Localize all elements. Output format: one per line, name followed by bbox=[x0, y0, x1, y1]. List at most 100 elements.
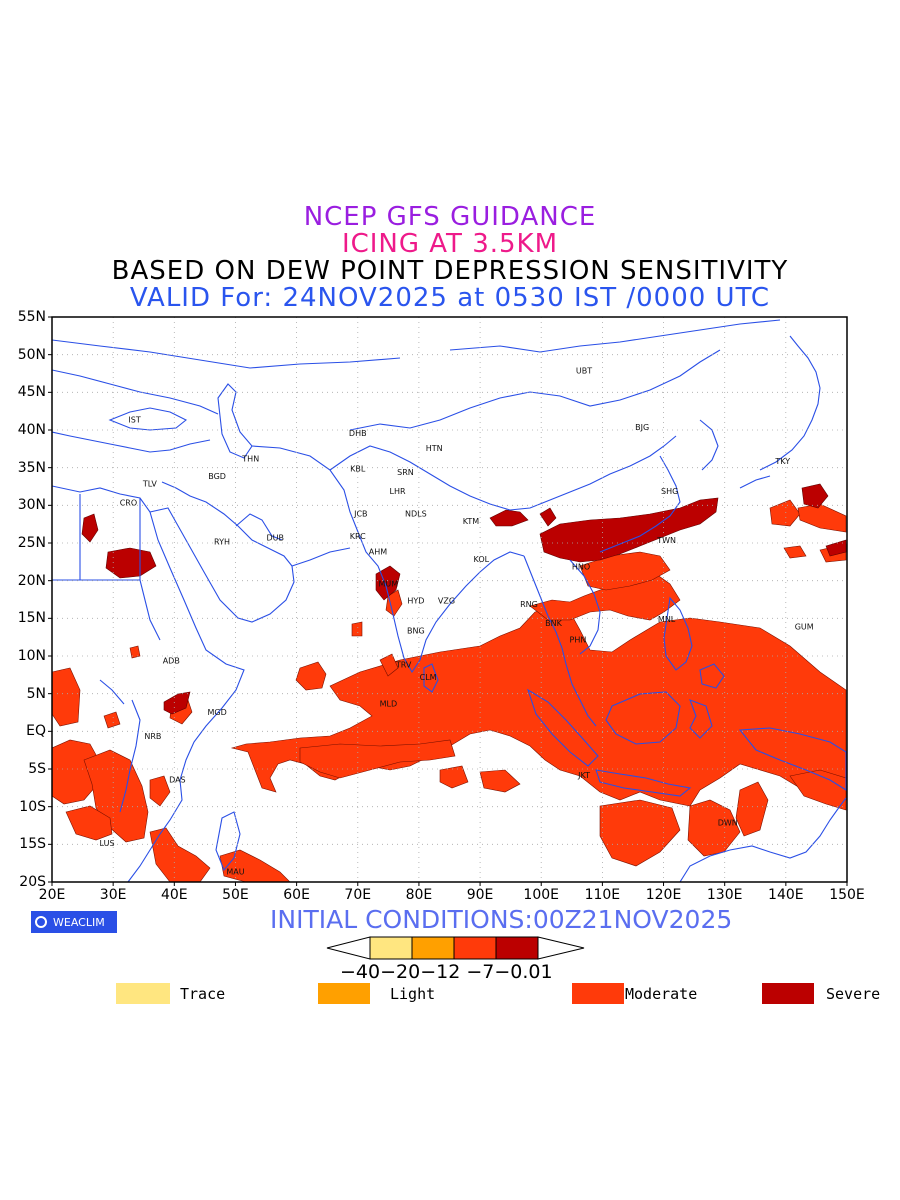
legend-label-moderate: Moderate bbox=[625, 985, 698, 1003]
city-label-krc: KRC bbox=[350, 532, 366, 541]
lat-label: EQ bbox=[26, 723, 46, 740]
axis-ticks bbox=[48, 316, 848, 886]
city-label-thn: THN bbox=[241, 455, 259, 464]
city-label-lhr: LHR bbox=[390, 487, 406, 496]
legend-swatch-moderate bbox=[572, 983, 624, 1004]
city-label-mld: MLD bbox=[380, 699, 398, 708]
colorbar-swatch-light bbox=[411, 936, 455, 960]
city-label-cro: CRO bbox=[120, 498, 137, 507]
city-label-ahm: AHM bbox=[369, 547, 387, 556]
lat-label: 30N bbox=[17, 497, 46, 514]
city-label-ndls: NDLS bbox=[405, 510, 427, 519]
city-label-das: DAS bbox=[169, 776, 186, 785]
city-label-bnk: BNK bbox=[545, 619, 562, 628]
city-label-tlv: TLV bbox=[142, 480, 157, 489]
city-label-rng: RNG bbox=[520, 600, 538, 609]
city-label-mau: MAU bbox=[226, 867, 244, 876]
city-label-jcb: JCB bbox=[353, 510, 367, 519]
lon-label: 60E bbox=[283, 887, 310, 903]
lon-label: 110E bbox=[584, 887, 621, 903]
city-label-trv: TRV bbox=[395, 660, 412, 669]
city-label-lus: LUS bbox=[100, 839, 115, 848]
logo-icon bbox=[35, 916, 47, 928]
lat-label: 20S bbox=[19, 874, 46, 890]
city-label-clm: CLM bbox=[420, 673, 437, 682]
city-label-dhb: DHB bbox=[349, 429, 367, 438]
initial-conditions: INITIAL CONDITIONS:00Z21NOV2025 bbox=[270, 905, 733, 934]
valid-time-line: VALID For: 24NOV2025 at 0530 IST /0000 U… bbox=[129, 283, 771, 313]
city-label-hyd: HYD bbox=[407, 596, 424, 605]
lat-label: 45N bbox=[17, 384, 46, 401]
moderate-icing-areas bbox=[52, 499, 847, 882]
lat-label: 55N bbox=[17, 309, 46, 325]
legend-label-light: Light bbox=[390, 985, 436, 1003]
title-line-2: ICING AT 3.5KM bbox=[341, 229, 559, 259]
lon-label: 50E bbox=[222, 887, 249, 903]
lat-label: 5S bbox=[28, 761, 46, 777]
city-label-jkt: JKT bbox=[577, 771, 590, 780]
city-label-ktm: KTM bbox=[463, 517, 480, 526]
lat-label: 50N bbox=[17, 346, 46, 363]
city-label-kol: KOL bbox=[474, 555, 490, 564]
map-frame bbox=[51, 316, 848, 883]
lon-label: 150E bbox=[829, 887, 865, 903]
colorbar-swatch-severe bbox=[495, 936, 539, 960]
lon-label: 70E bbox=[344, 887, 372, 903]
colorbar-labels: −40−20−12 −7−0.01 bbox=[340, 961, 553, 983]
colorbar-swatch-trace bbox=[369, 936, 413, 960]
city-label-dwn: DWN bbox=[718, 819, 738, 828]
city-label-adb: ADB bbox=[163, 657, 180, 666]
lon-label: 40E bbox=[160, 887, 188, 903]
city-label-gum: GUM bbox=[795, 623, 814, 632]
logo-text: WEACLIM bbox=[53, 915, 105, 929]
lat-label: 25N bbox=[17, 535, 46, 551]
lat-label: 10S bbox=[19, 798, 46, 815]
title-line-3: BASED ON DEW POINT DEPRESSION SENSITIVIT… bbox=[111, 256, 789, 286]
lat-label: 15S bbox=[19, 836, 46, 853]
lon-label: 30E bbox=[99, 887, 127, 903]
lon-label: 130E bbox=[706, 887, 743, 903]
city-label-bjg: BJG bbox=[635, 423, 649, 432]
lon-label: 100E bbox=[523, 887, 559, 903]
city-label-twn: TWN bbox=[656, 536, 676, 545]
city-label-bng: BNG bbox=[407, 626, 425, 635]
city-label-kbl: KBL bbox=[350, 464, 366, 473]
city-label-bgd: BGD bbox=[208, 472, 226, 481]
city-label-tky: TKY bbox=[774, 457, 790, 466]
city-label-shg: SHG bbox=[661, 487, 678, 496]
title-line-1: NCEP GFS GUIDANCE bbox=[303, 202, 597, 232]
lon-label: 80E bbox=[405, 887, 433, 903]
legend-swatch-trace bbox=[116, 983, 170, 1004]
city-label-mnl: MNL bbox=[658, 615, 676, 624]
lat-label: 20N bbox=[17, 572, 46, 589]
colorbar bbox=[326, 936, 585, 960]
lon-label: 140E bbox=[768, 887, 804, 903]
city-label-ist: IST bbox=[128, 415, 140, 424]
graticule bbox=[52, 317, 847, 882]
city-label-mgd: MGD bbox=[207, 708, 226, 717]
lat-label: 35N bbox=[17, 459, 46, 476]
severe-icing-areas bbox=[81, 483, 847, 715]
coastlines bbox=[52, 319, 847, 882]
city-label-ubt: UBT bbox=[576, 367, 592, 376]
city-label-dub: DUB bbox=[266, 534, 284, 543]
weaclim-logo: WEACLIM bbox=[31, 911, 117, 933]
city-label-htn: HTN bbox=[426, 444, 443, 453]
city-label-ryh: RYH bbox=[214, 538, 230, 547]
city-label-vzg: VZG bbox=[438, 596, 455, 605]
lon-label: 20E bbox=[38, 887, 66, 903]
city-label-mum: MUM bbox=[379, 580, 399, 589]
lat-label: 15N bbox=[17, 610, 46, 627]
legend-swatch-severe bbox=[762, 983, 814, 1004]
colorbar-swatch-moderate bbox=[453, 936, 497, 960]
legend-swatch-light bbox=[318, 983, 370, 1004]
lat-label: 5N bbox=[26, 685, 46, 702]
city-labels: IST TLV CRO BGD THN RYH DUB ADB MGD NRB DAS LUS DHB K… bbox=[100, 367, 814, 877]
city-label-phn: PHN bbox=[570, 635, 587, 644]
city-label-hno: HNO bbox=[572, 562, 590, 571]
city-label-nrb: NRB bbox=[144, 732, 161, 741]
lon-label: 90E bbox=[466, 887, 494, 903]
city-label-srn: SRN bbox=[397, 468, 414, 477]
lon-label: 120E bbox=[645, 887, 682, 903]
